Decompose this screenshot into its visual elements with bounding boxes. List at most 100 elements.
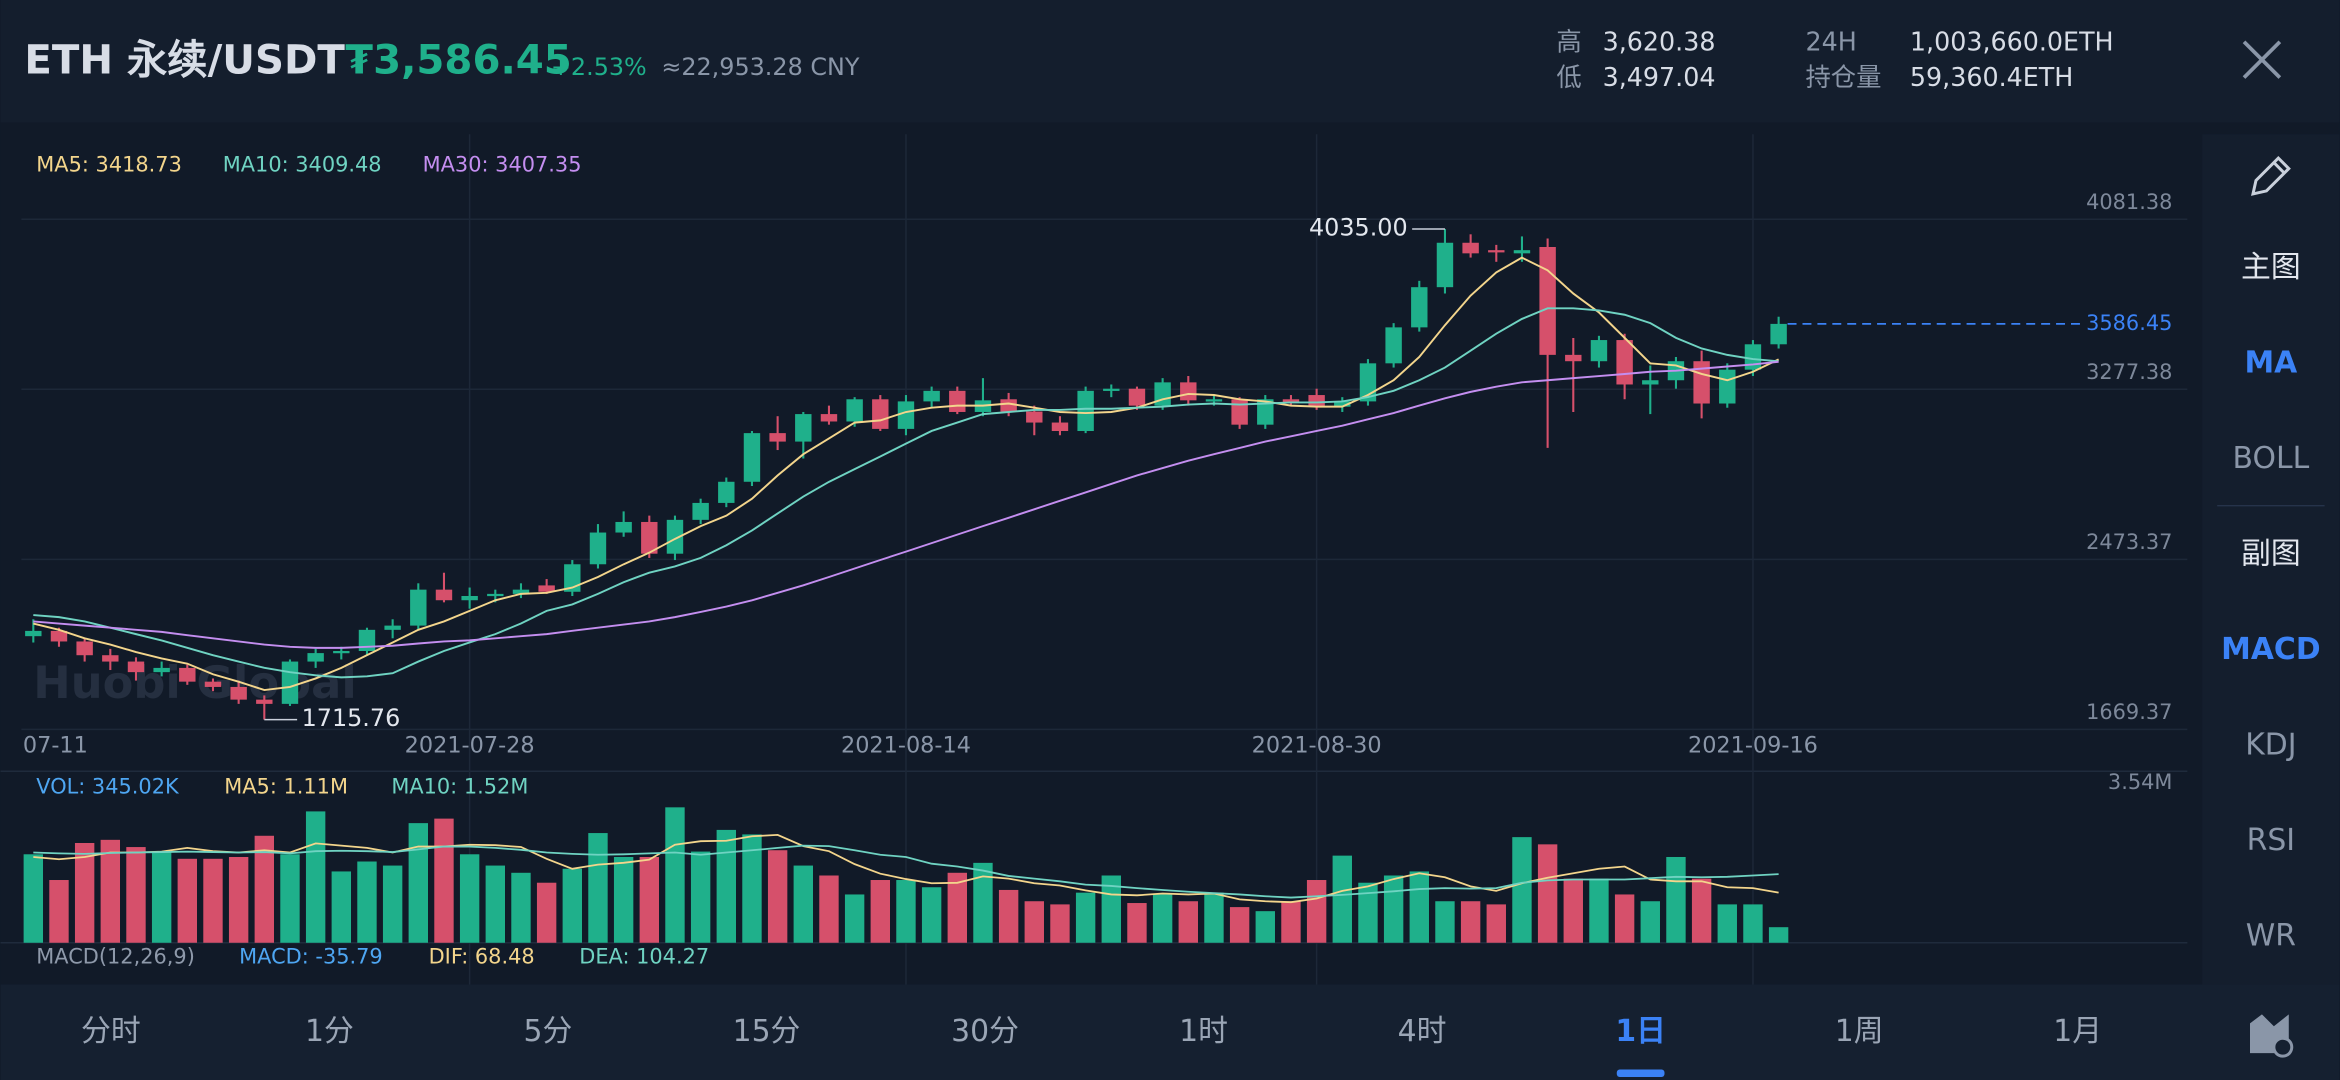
volume-bar <box>1383 875 1404 943</box>
candle-body <box>718 481 735 503</box>
volume-bar <box>1614 894 1635 943</box>
legend-entry: MA5: 3418.73 <box>36 153 182 177</box>
candle-body <box>102 655 119 662</box>
candle-body <box>1282 399 1300 403</box>
volume-bar <box>228 856 249 943</box>
stat-label: 24H <box>1805 26 1856 56</box>
y-tick-label: 4081.38 <box>2086 190 2172 214</box>
indicator-option[interactable]: WR <box>2246 918 2296 953</box>
candle-body <box>1051 422 1069 432</box>
volume-bar <box>1460 901 1481 943</box>
volume-bar <box>1152 894 1173 943</box>
change: +2.53% <box>551 53 647 81</box>
stat-label: 持仓量 <box>1805 62 1881 92</box>
indicator-option[interactable]: RSI <box>2247 823 2295 858</box>
volume-bar <box>254 835 275 943</box>
candle-body <box>1462 242 1479 254</box>
volume-bar <box>613 856 634 943</box>
candle-body <box>1000 399 1017 412</box>
volume-bar <box>1486 904 1506 943</box>
timeframe-tab[interactable]: 15分 <box>733 1014 801 1049</box>
volume-bar <box>280 854 300 943</box>
candle-body <box>615 521 632 533</box>
volume-bar <box>49 880 69 943</box>
volume-ma-line <box>33 844 1779 899</box>
timeframe-tab[interactable]: 分时 <box>81 1014 141 1049</box>
macd-legend: MACD(12,26,9) <box>36 945 195 969</box>
indicator-option[interactable]: MACD <box>2221 632 2320 667</box>
indicator-option[interactable]: MA <box>2244 345 2297 380</box>
candle-body <box>846 399 863 422</box>
stat-label: 高 <box>1556 26 1581 56</box>
candle-body <box>25 630 42 637</box>
volume-bar <box>921 887 942 943</box>
indicator-option[interactable]: KDJ <box>2245 727 2296 762</box>
candle-body <box>127 661 145 673</box>
sidebar-heading: 副图 <box>2241 536 2301 571</box>
candle-body <box>1565 354 1582 362</box>
volume-bar <box>870 880 890 943</box>
volume-bar <box>1563 878 1583 943</box>
timeframe-tab[interactable]: 1月 <box>2053 1014 2102 1049</box>
timeframe-tab[interactable]: 1分 <box>305 1014 354 1049</box>
timeframe-tab[interactable]: 5分 <box>524 1014 573 1049</box>
candle-body <box>461 595 478 601</box>
candle-body <box>1231 399 1248 425</box>
candle-body <box>820 414 838 422</box>
candle-body <box>897 401 915 429</box>
x-tick-label: 2021-07-28 <box>405 732 535 758</box>
volume-bar <box>203 858 223 943</box>
stat-value: 1,003,660.0ETH <box>1910 26 2114 56</box>
stat-label: 低 <box>1556 62 1581 92</box>
candle-body <box>179 667 196 682</box>
volume-bar <box>998 889 1019 943</box>
timeframe-tab[interactable]: 1日 <box>1615 1014 1666 1049</box>
candle-body <box>1642 380 1659 385</box>
volume-bar <box>1024 901 1044 943</box>
candle-body <box>487 593 504 597</box>
candle-body <box>538 585 555 592</box>
ma-line <box>33 256 1780 692</box>
y-tick-label: 3277.38 <box>2086 360 2172 384</box>
last-price-label: 3586.45 <box>2086 311 2172 335</box>
timeframe-tab[interactable]: 1周 <box>1835 1014 1884 1049</box>
volume-bar <box>1281 901 1301 943</box>
volume-bar <box>74 842 95 943</box>
extreme-label: 4035.00 <box>1309 214 1408 242</box>
legend-entry: MA30: 3407.35 <box>423 153 582 177</box>
candle-body <box>1436 242 1454 288</box>
volume-bar <box>716 829 736 943</box>
stat-value: 59,360.4ETH <box>1910 62 2073 92</box>
volume-bar <box>1101 875 1121 943</box>
timeframe-tab[interactable]: 1时 <box>1179 1014 1228 1049</box>
candle-body <box>307 653 324 662</box>
candle-body <box>384 625 401 630</box>
candle-body <box>692 502 709 520</box>
indicator-option[interactable]: BOLL <box>2233 441 2310 476</box>
volume-bar <box>1255 911 1275 943</box>
candle-body <box>50 630 68 642</box>
volume-bar <box>973 862 993 943</box>
candle-body <box>872 399 889 429</box>
volume-bar <box>1743 904 1763 943</box>
volume-bar <box>126 847 146 943</box>
close-button[interactable] <box>2242 40 2282 79</box>
y-tick-label: 3.54M <box>2108 770 2173 794</box>
settings-icon[interactable] <box>2250 1014 2294 1058</box>
candle-body <box>949 390 966 412</box>
candle-body <box>1334 401 1351 407</box>
stat-value: 3,620.38 <box>1603 26 1716 56</box>
volume-bar <box>844 894 865 943</box>
draw-tool[interactable] <box>2251 156 2291 196</box>
x-tick-label: 07-11 <box>23 732 88 758</box>
volume-bar <box>1666 856 1686 943</box>
volume-bar <box>177 858 198 943</box>
macd-legend: DIF: 68.48 <box>429 945 535 969</box>
y-tick-label: 1669.37 <box>2086 700 2172 724</box>
timeframe-tab[interactable]: 30分 <box>951 1014 1019 1049</box>
candle-body <box>435 589 453 601</box>
volume-bar <box>1691 878 1712 943</box>
timeframe-tab[interactable]: 4时 <box>1398 1014 1447 1049</box>
active-tab-indicator <box>1616 1069 1665 1078</box>
legend-entry: VOL: 345.02K <box>36 775 180 799</box>
